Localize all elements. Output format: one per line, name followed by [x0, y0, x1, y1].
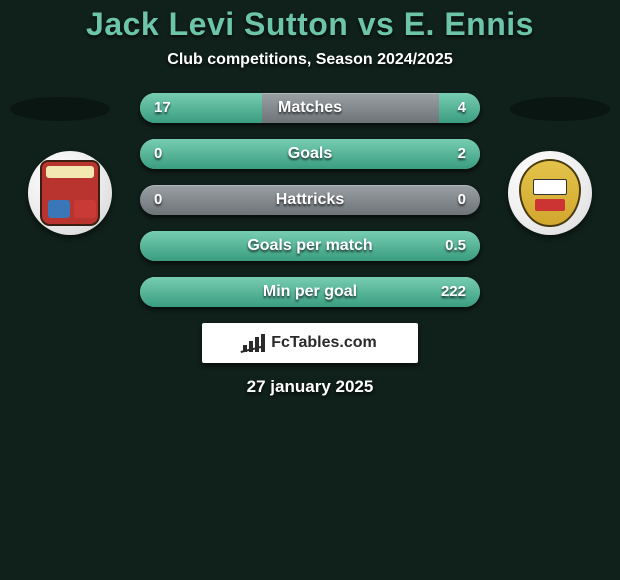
stat-value-right: 222 [427, 277, 480, 307]
team-crest-left [28, 151, 112, 235]
player-shadow-right [510, 97, 610, 121]
bar-chart-icon [243, 334, 265, 352]
stat-row-goals: 0 Goals 2 [140, 139, 480, 169]
crest-badge-icon [40, 160, 100, 226]
stat-label: Matches [278, 99, 342, 117]
crest-badge-icon [519, 159, 581, 227]
stat-value-right: 4 [444, 93, 480, 123]
stat-row-hattricks: 0 Hattricks 0 [140, 185, 480, 215]
stat-value-left: 0 [140, 139, 176, 169]
stat-label: Goals [288, 145, 332, 163]
stat-value-right: 0.5 [431, 231, 480, 261]
stats-list: 17 Matches 4 0 Goals 2 0 Hattricks 0 [140, 93, 480, 307]
stat-value-right: 0 [444, 185, 480, 215]
comparison-card: Jack Levi Sutton vs E. Ennis Club compet… [0, 0, 620, 580]
stat-value-left: 17 [140, 93, 185, 123]
stat-row-goals-per-match: Goals per match 0.5 [140, 231, 480, 261]
branding-badge[interactable]: FcTables.com [202, 323, 418, 363]
stat-value-left [140, 277, 168, 307]
stat-label: Hattricks [276, 191, 344, 209]
page-subtitle: Club competitions, Season 2024/2025 [0, 51, 620, 69]
stat-label: Min per goal [263, 283, 357, 301]
stat-row-matches: 17 Matches 4 [140, 93, 480, 123]
footer-date: 27 january 2025 [0, 377, 620, 397]
stat-value-left: 0 [140, 185, 176, 215]
branding-text: FcTables.com [271, 334, 377, 352]
stats-area: 17 Matches 4 0 Goals 2 0 Hattricks 0 [0, 93, 620, 307]
stat-label: Goals per match [247, 237, 372, 255]
page-title: Jack Levi Sutton vs E. Ennis [0, 6, 620, 43]
player-shadow-left [10, 97, 110, 121]
stat-value-right: 2 [444, 139, 480, 169]
stat-row-min-per-goal: Min per goal 222 [140, 277, 480, 307]
stat-value-left [140, 231, 168, 261]
team-crest-right [508, 151, 592, 235]
